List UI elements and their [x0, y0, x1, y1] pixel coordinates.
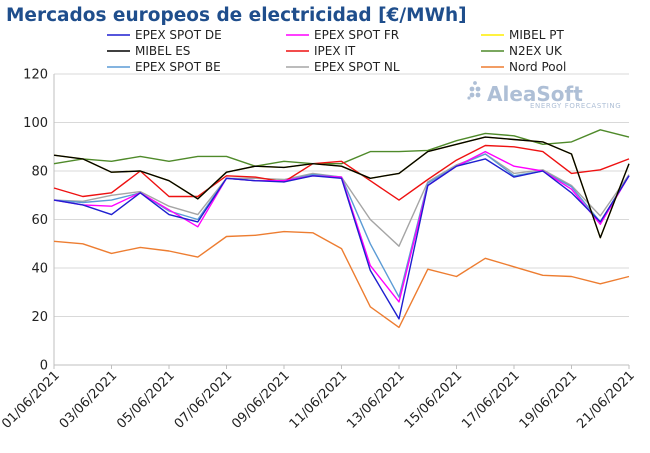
x-tick-label: 01/06/2021	[0, 368, 63, 432]
x-tick-label: 19/06/2021	[517, 368, 581, 432]
series-line-mibel-es	[53, 136, 630, 239]
legend-label-epex-spot-nl: EPEX SPOT NL	[314, 60, 400, 74]
series-line-nord-pool	[53, 230, 630, 329]
grid	[54, 73, 629, 366]
legend-label-epex-spot-be: EPEX SPOT BE	[135, 60, 221, 74]
legend-label-mibel-es: MIBEL ES	[135, 44, 190, 58]
logo-tagline: ENERGY FORECASTING	[530, 102, 621, 110]
x-tick-label: 11/06/2021	[287, 368, 351, 432]
y-tick-label: 120	[23, 68, 48, 83]
series-line-epex-spot-fr	[53, 150, 630, 303]
series-line-epex-spot-de	[53, 158, 630, 320]
y-tick-label: 20	[31, 310, 48, 325]
chart-title: Mercados europeos de electricidad [€/MWh…	[6, 5, 467, 26]
legend-label-epex-spot-de: EPEX SPOT DE	[135, 28, 222, 42]
x-tick-label: 03/06/2021	[57, 368, 121, 432]
logo-dot	[467, 96, 471, 100]
logo-dot	[469, 92, 475, 98]
y-tick-label: 0	[40, 359, 48, 374]
series-lines	[53, 129, 630, 329]
legend-label-ipex-it: IPEX IT	[314, 44, 356, 58]
legend-label-epex-spot-fr: EPEX SPOT FR	[314, 28, 399, 42]
x-axis: 01/06/202103/06/202105/06/202107/06/2021…	[0, 364, 638, 432]
y-tick-label: 100	[23, 116, 48, 131]
y-tick-label: 40	[31, 262, 48, 277]
legend-label-mibel-pt: MIBEL PT	[509, 28, 564, 42]
x-tick-label: 21/06/2021	[574, 368, 638, 432]
logo-dot	[475, 86, 481, 92]
logo-dot	[469, 86, 475, 92]
legend: EPEX SPOT DE EPEX SPOT FR MIBEL PT MIBEL ES…	[107, 28, 566, 74]
x-tick-label: 15/06/2021	[402, 368, 466, 432]
logo-brand: AleaSoft	[487, 82, 583, 106]
x-tick-label: 05/06/2021	[114, 368, 178, 432]
series-line-ipex-it	[53, 144, 630, 201]
x-tick-label: 17/06/2021	[459, 368, 523, 432]
y-axis: 0 20 40 60 80 100 120	[23, 68, 55, 374]
series-line-epex-spot-nl	[53, 153, 630, 247]
aleasoft-logo: AleaSoft ENERGY FORECASTING	[467, 81, 621, 110]
x-tick-label: 07/06/2021	[172, 368, 236, 432]
y-tick-label: 60	[31, 213, 48, 228]
legend-label-n2ex-uk: N2EX UK	[509, 44, 563, 58]
logo-dot	[473, 81, 477, 85]
y-tick-label: 80	[31, 165, 48, 180]
x-tick-label: 09/06/2021	[229, 368, 293, 432]
aleasoft-logo-mark	[467, 81, 481, 100]
x-tick-label: 13/06/2021	[344, 368, 408, 432]
logo-dot	[475, 92, 481, 98]
legend-label-nord-pool: Nord Pool	[509, 60, 566, 74]
